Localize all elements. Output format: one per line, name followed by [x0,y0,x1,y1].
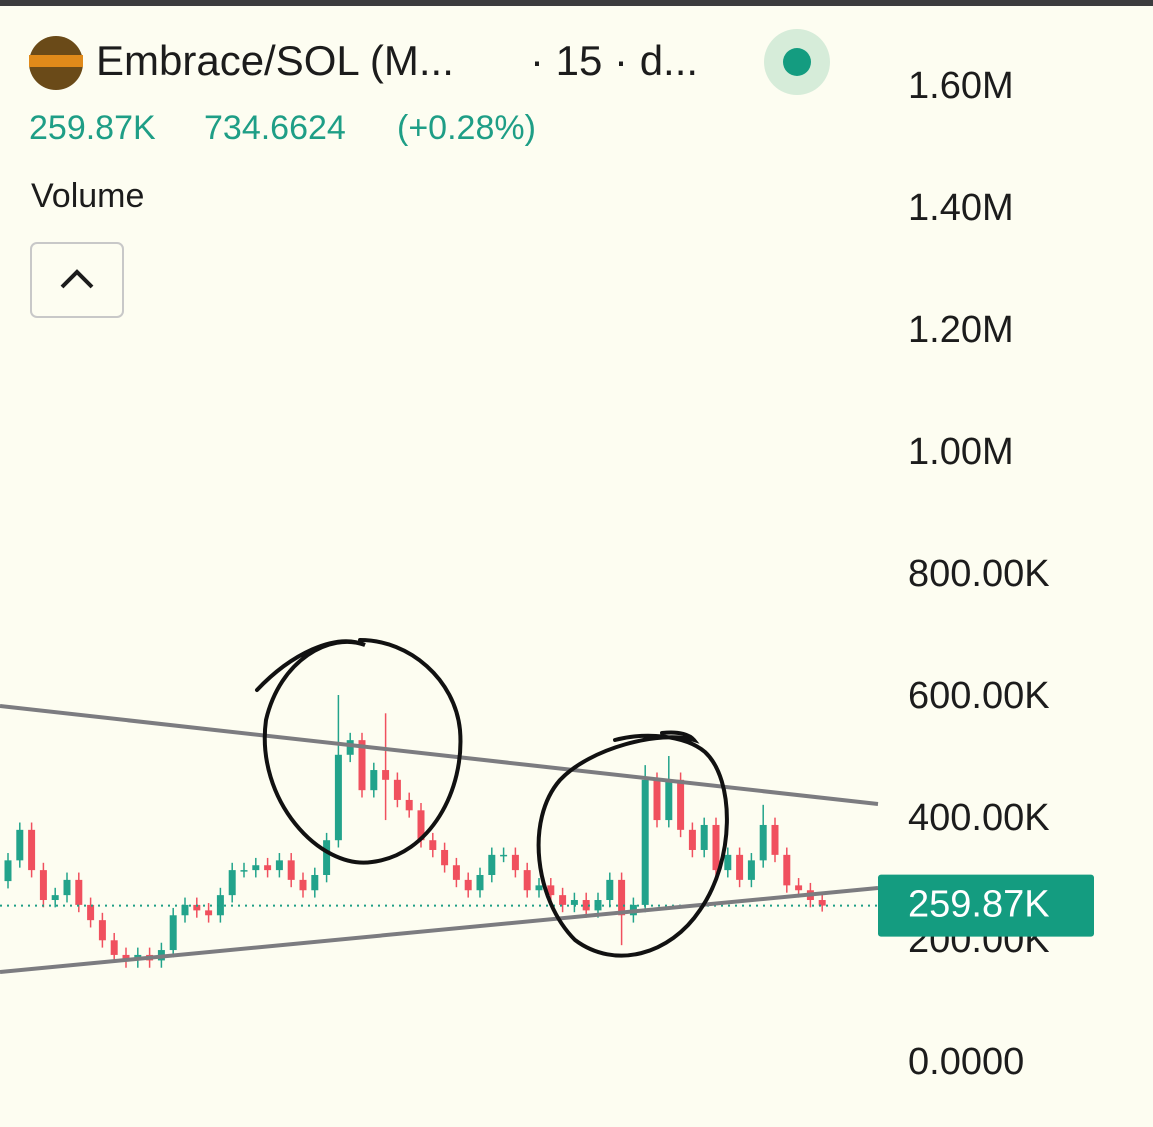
candle-body [559,895,567,905]
candle-body [429,840,437,850]
candle-body [523,870,531,891]
candle-body [665,779,673,821]
header-volume: 259.87K [29,109,156,147]
candle-body [275,860,283,871]
candle-body [181,904,189,916]
candle-body [476,874,484,891]
token-logo-band [29,55,83,67]
candle-body [39,870,47,901]
y-tick-label: 800.00K [908,553,1050,595]
candle-body [452,865,460,880]
candle-body [299,879,307,891]
candle-body [370,770,378,791]
candle-body [547,885,555,896]
chevron-icon [60,269,94,289]
candle-body [51,895,59,901]
candle-body [110,940,118,955]
candle-body [287,860,295,880]
candle-body [736,854,744,880]
candle-body [464,879,472,891]
candle-body [98,920,106,941]
candle-body [641,779,649,905]
chart-title: Embrace/SOL (M... [96,37,454,84]
candle-body [653,779,661,821]
collapse-button[interactable] [30,242,124,318]
y-tick-label: 400.00K [908,797,1050,839]
candle-body [16,829,24,861]
candle-body [193,904,201,911]
candle-body [4,860,12,882]
y-tick-label: 600.00K [908,675,1050,717]
candle-body [205,910,213,916]
price-badge-label: 259.87K [908,884,1050,926]
candle-body [169,915,177,951]
candle-body [488,854,496,875]
status-dot [783,48,811,76]
header-change: (+0.28%) [397,109,536,147]
y-tick-label: 1.60M [908,65,1014,107]
candle-body [323,840,331,875]
candle-body [724,854,732,871]
candle-body [747,860,755,880]
candle-body [405,799,413,811]
candle-body [582,900,590,911]
candle-body [712,824,720,871]
annotation-circle [536,730,729,958]
candle-body [252,865,260,871]
candle-body [677,779,685,830]
candle-body [535,885,543,891]
trend-line [0,704,879,806]
candle-body [570,900,578,905]
candle-body [606,879,614,901]
y-tick-label: 1.20M [908,309,1014,351]
candle-body [264,865,272,871]
y-tick-label: 0.0000 [908,1041,1024,1083]
candle-body [795,885,803,891]
top-border [0,0,1153,6]
candle-body [393,779,401,800]
candle-body [771,824,779,855]
candle-body [594,900,602,911]
candle-body [417,810,425,841]
candle-body [240,870,248,872]
candle-body [618,879,626,916]
candle-body [63,879,71,896]
candle-body [441,849,449,866]
candle-body [783,854,791,886]
candle-body [334,754,342,841]
candle-body [500,854,508,857]
candle-body [216,895,224,916]
candle-body [75,879,83,905]
candle-body [382,770,390,780]
candle-body [759,824,767,861]
price-badge [878,874,1094,937]
candle-body [818,900,826,906]
y-tick-label: 1.40M [908,187,1014,229]
candle-body [688,829,696,850]
indicator-label: Volume [31,177,144,215]
y-tick-label: 1.00M [908,431,1014,473]
candle-body [228,870,236,896]
candle-body [28,829,36,871]
candle-body [87,904,95,921]
candle-body [346,740,354,755]
trend-line [0,886,879,974]
candle-body [700,824,708,850]
candle-body [122,954,130,961]
annotation-circle [255,638,463,865]
header-price: 734.6624 [204,109,346,147]
candle-body [358,740,366,791]
candle-body [511,854,519,871]
interval: · 15 · d... [530,37,698,84]
candle-body [311,874,319,891]
